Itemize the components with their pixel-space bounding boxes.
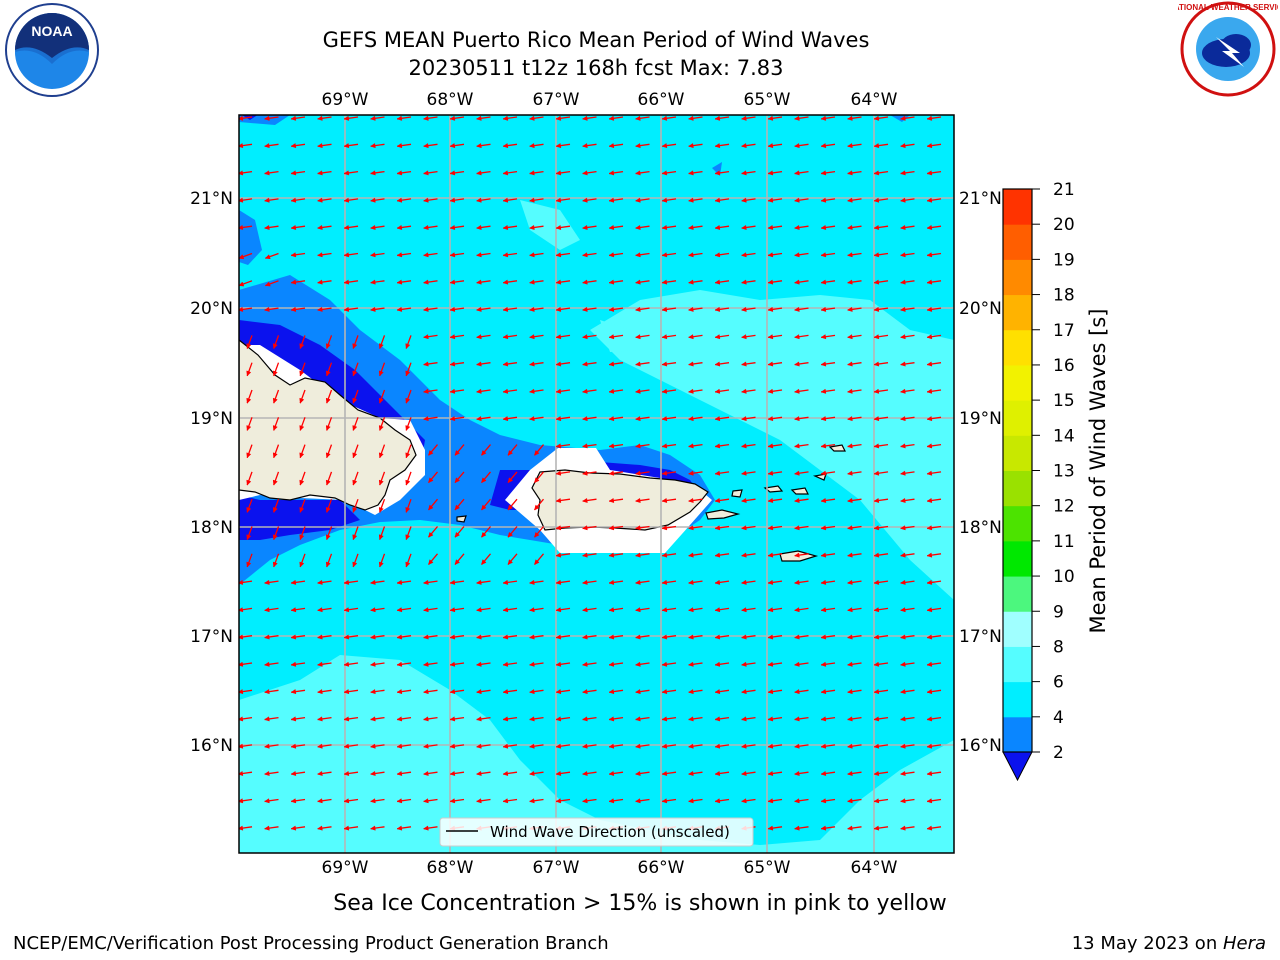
colorbar-cell <box>1003 435 1032 471</box>
footer-machine: Hera <box>1222 933 1266 954</box>
top-longitude-labels: 69°W 68°W 67°W 66°W 65°W 64°W <box>322 90 898 110</box>
colorbar-tick-label: 19 <box>1053 250 1075 270</box>
lon-label-top: 64°W <box>851 90 898 110</box>
colorbar-cell <box>1003 576 1032 612</box>
colorbar-tick-label: 8 <box>1053 637 1064 657</box>
lon-label-top: 69°W <box>322 90 369 110</box>
lat-label-left: 16°N <box>190 736 233 756</box>
lat-label-left: 20°N <box>190 299 233 319</box>
lat-label-right: 21°N <box>959 189 1002 209</box>
lat-label-left: 19°N <box>190 409 233 429</box>
noaa-logo-text: NOAA <box>31 23 72 39</box>
colorbar-tick-label: 14 <box>1053 426 1075 446</box>
colorbar-cell <box>1003 540 1032 577</box>
colorbar-tick-label: 21 <box>1053 180 1075 200</box>
colorbar-label: Mean Period of Wind Waves [s] <box>1086 309 1110 634</box>
colorbar-cell <box>1003 294 1032 331</box>
lat-label-right: 18°N <box>959 518 1002 538</box>
lat-label-left: 18°N <box>190 518 233 538</box>
colorbar-cell <box>1003 505 1032 542</box>
noaa-logo: NOAA <box>5 3 99 97</box>
lon-label-bottom: 68°W <box>427 858 474 878</box>
lat-label-right: 19°N <box>959 409 1002 429</box>
chart-title: GEFS MEAN Puerto Rico Mean Period of Win… <box>322 28 870 52</box>
lon-label-bottom: 64°W <box>851 858 898 878</box>
colorbar-cell <box>1003 400 1032 436</box>
colorbar: 2 4 6 8 9 10 11 12 13 14 15 16 17 18 19 20 21 Mean Perio… <box>1002 180 1110 782</box>
colorbar-tick-label: 11 <box>1053 532 1075 552</box>
colorbar-tick-label: 16 <box>1053 356 1075 376</box>
hispaniola-island <box>239 339 417 511</box>
legend-label: Wind Wave Direction (unscaled) <box>490 823 730 841</box>
colorbar-tick-label: 20 <box>1053 215 1075 235</box>
colorbar-tick-label: 4 <box>1053 708 1064 728</box>
colorbar-cell <box>1003 681 1032 718</box>
colorbar-tick-label: 13 <box>1053 462 1075 482</box>
wind-wave-direction-arrows <box>239 115 942 853</box>
lon-label-bottom: 67°W <box>533 858 580 878</box>
colorbar-cell <box>1003 611 1032 647</box>
footer-credit: NCEP/EMC/Verification Post Processing Pr… <box>13 933 609 954</box>
lon-label-bottom: 65°W <box>744 858 791 878</box>
left-latitude-labels: 21°N 20°N 19°N 18°N 17°N 16°N <box>190 189 233 756</box>
nws-logo: NATIONAL WEATHER SERVICE <box>1178 1 1278 97</box>
colorbar-cell <box>1003 646 1032 683</box>
map-plot-area <box>239 115 954 853</box>
colorbar-cell <box>1003 470 1032 507</box>
right-latitude-labels: 21°N 20°N 19°N 18°N 17°N 16°N <box>959 189 1002 756</box>
colorbar-tick-label: 18 <box>1053 286 1075 306</box>
lon-label-bottom: 69°W <box>322 858 369 878</box>
colorbar-tick-label: 15 <box>1053 391 1075 411</box>
colorbar-tick-label: 12 <box>1053 497 1075 517</box>
colorbar-cell <box>1003 329 1032 366</box>
lon-label-bottom: 66°W <box>638 858 685 878</box>
lon-label-top: 67°W <box>533 90 580 110</box>
lat-label-right: 17°N <box>959 627 1002 647</box>
lon-label-top: 68°W <box>427 90 474 110</box>
colorbar-cell <box>1003 259 1032 296</box>
colorbar-tick-label: 17 <box>1053 321 1075 341</box>
sea-ice-caption: Sea Ice Concentration > 15% is shown in … <box>333 891 947 916</box>
bottom-longitude-labels: 69°W 68°W 67°W 66°W 65°W 64°W <box>322 858 898 878</box>
colorbar-cell <box>1003 364 1032 401</box>
colorbar-tick-label: 9 <box>1053 602 1064 622</box>
lon-label-top: 65°W <box>744 90 791 110</box>
colorbar-cell <box>1003 224 1032 260</box>
nws-logo-text: NATIONAL WEATHER SERVICE <box>1178 3 1278 12</box>
lat-label-left: 21°N <box>190 189 233 209</box>
map-legend: Wind Wave Direction (unscaled) <box>439 817 754 847</box>
lat-label-right: 16°N <box>959 736 1002 756</box>
colorbar-cell <box>1003 189 1032 225</box>
colorbar-tick-label: 6 <box>1053 673 1064 693</box>
lat-label-right: 20°N <box>959 299 1002 319</box>
lon-label-top: 66°W <box>638 90 685 110</box>
colorbar-tick-label: 2 <box>1053 743 1064 763</box>
colorbar-tick-label: 10 <box>1053 567 1075 587</box>
footer-date: 13 May 2023 on Hera <box>1072 933 1266 954</box>
footer-date-text: 13 May 2023 on <box>1071 933 1223 954</box>
vieques-island <box>705 509 741 520</box>
colorbar-cell <box>1003 716 1032 753</box>
lat-label-left: 17°N <box>190 627 233 647</box>
chart-subtitle: 20230511 t12z 168h fcst Max: 7.83 <box>408 56 784 80</box>
colorbar-under-triangle <box>1002 751 1033 782</box>
map-frame <box>238 114 955 854</box>
